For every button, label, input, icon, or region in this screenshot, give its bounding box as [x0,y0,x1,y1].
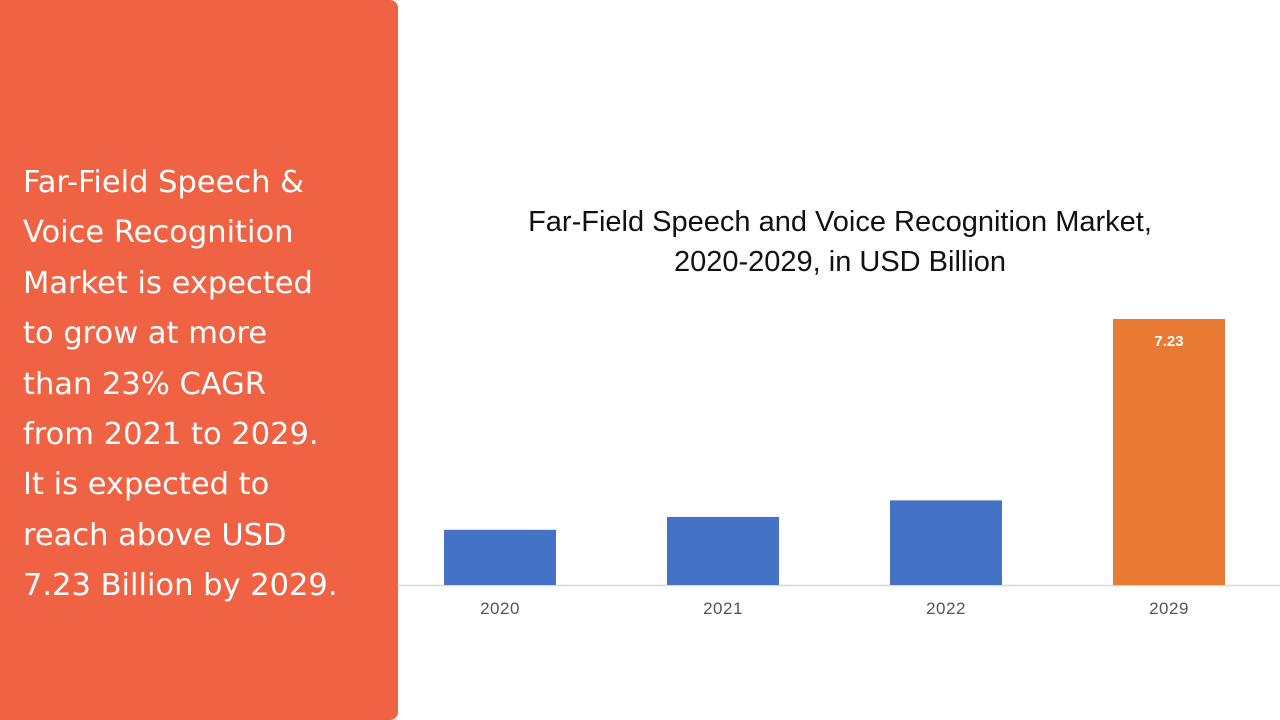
x-tick-label: 2029 [1149,599,1189,618]
chart-title-line-1: Far-Field Speech and Voice Recognition M… [528,206,1152,238]
x-tick-label: 2020 [480,599,520,618]
summary-text: Far-Field Speech & Voice Recognition Mar… [23,158,391,612]
x-tick-label: 2022 [926,599,966,618]
summary-line: to grow at more [23,316,268,352]
data-label: 7.23 [1154,333,1183,350]
bar-2020 [444,529,556,585]
summary-panel: Far-Field Speech & Voice Recognition Mar… [0,0,398,720]
summary-line: reach above USD [23,517,287,553]
summary-line: 7.23 Billion by 2029. [23,568,338,604]
summary-line: Far-Field Speech & [23,165,304,200]
chart-title-line-2: 2020-2029, in USD Billion [673,246,1007,278]
summary-line: than 23% CAGR [23,366,266,402]
x-tick-label: 2021 [703,599,743,618]
chart-title: Far-Field Speech and Voice Recognition M… [440,202,1240,282]
summary-line: Voice Recognition [23,215,294,251]
summary-line: from 2021 to 2029. [23,417,319,453]
bar-2029 [1113,319,1225,585]
bar-2022 [890,500,1002,585]
summary-line: Market is expected [23,265,313,301]
bar-2021 [667,516,779,585]
summary-line: It is expected to [23,467,270,503]
